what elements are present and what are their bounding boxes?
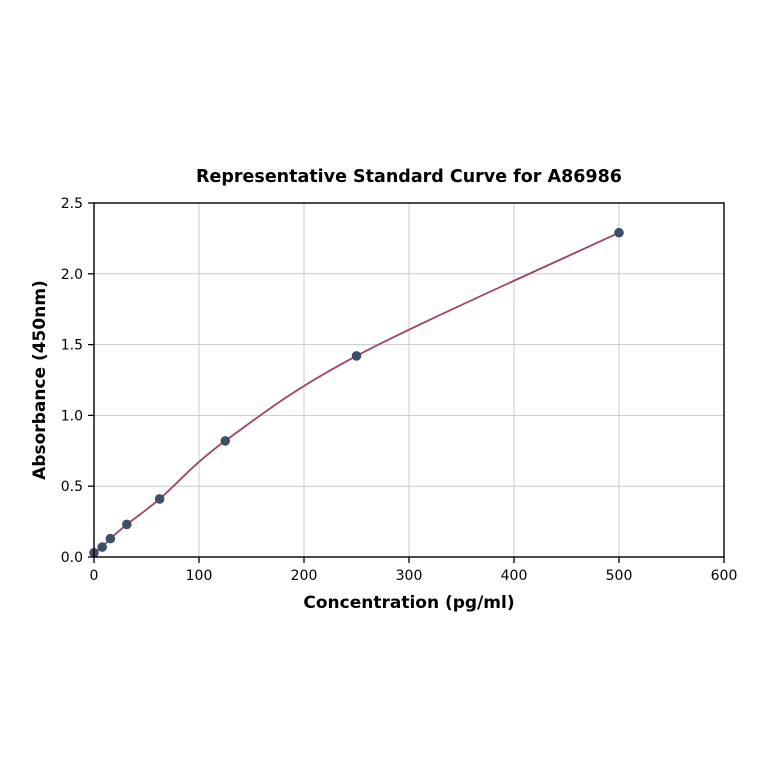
x-tick-label: 500 <box>606 568 633 584</box>
data-point <box>122 519 132 530</box>
data-points <box>89 227 624 558</box>
data-point <box>97 542 107 552</box>
x-axis-label: Concentration (pg/ml) <box>303 593 514 613</box>
data-point <box>154 494 165 504</box>
data-point <box>220 436 231 446</box>
x-tick-label: 200 <box>291 568 318 584</box>
y-tick-label: 0.0 <box>61 550 83 566</box>
x-tick-label: 100 <box>186 568 213 584</box>
x-tick-label: 0 <box>90 568 99 584</box>
x-tick-label: 300 <box>396 568 423 584</box>
y-tick-label: 0.5 <box>61 479 83 495</box>
y-tick-label: 1.0 <box>61 408 83 424</box>
y-tick-label: 2.0 <box>61 267 83 283</box>
chart-title: Representative Standard Curve for A86986 <box>196 167 622 187</box>
tick-labels: 0 100 200 300 400 500 600 0.0 0.5 1.0 1.5 2.0 2.5 <box>61 196 738 584</box>
tick-marks <box>88 202 725 563</box>
x-tick-label: 600 <box>711 568 738 584</box>
x-tick-label: 400 <box>501 568 528 584</box>
y-axis-label: Absorbance (450nm) <box>30 280 50 480</box>
data-point <box>614 227 624 238</box>
y-tick-label: 2.5 <box>61 196 83 212</box>
y-tick-label: 1.5 <box>61 338 83 354</box>
data-point <box>105 533 116 544</box>
data-point <box>351 351 362 361</box>
